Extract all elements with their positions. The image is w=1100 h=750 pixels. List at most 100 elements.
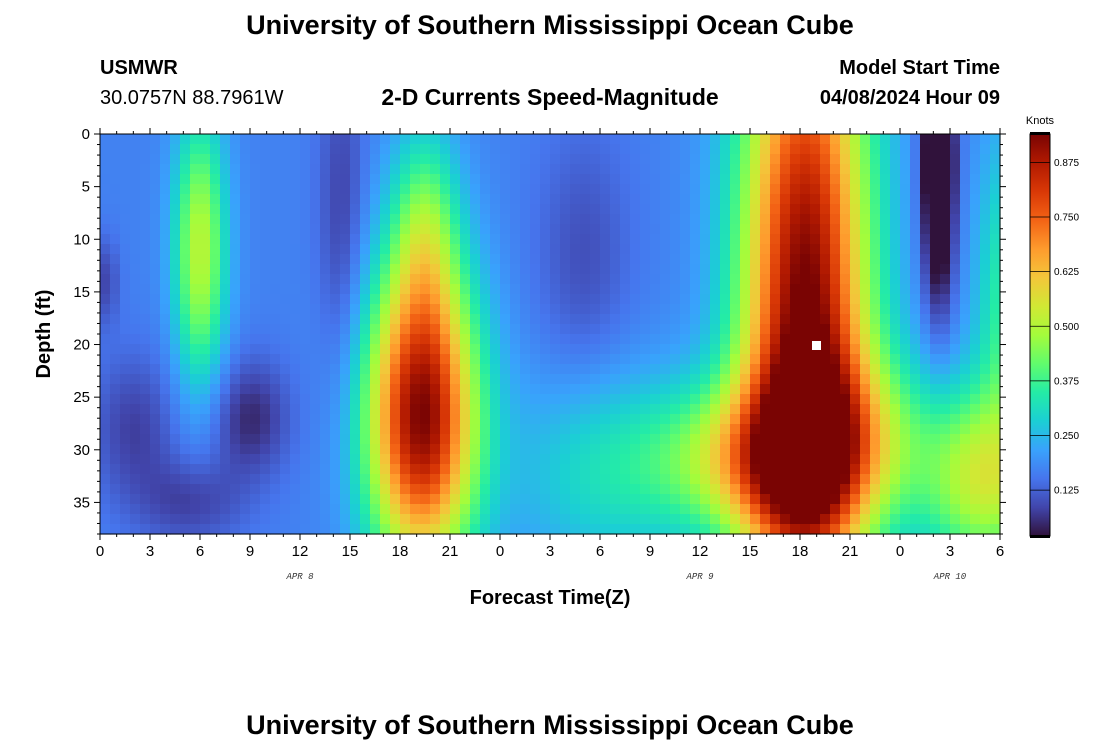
heatmap-cell [230, 264, 241, 275]
heatmap-cell [860, 164, 871, 175]
heatmap-cell [190, 314, 201, 325]
heatmap-cell [100, 154, 111, 165]
x-tick-label: 21 [442, 543, 459, 560]
heatmap-cell [550, 474, 561, 485]
heatmap-cell [910, 434, 921, 445]
heatmap-cell [400, 504, 411, 515]
heatmap-cell [130, 214, 141, 225]
heatmap-cell [820, 334, 831, 345]
heatmap-cell [170, 454, 181, 465]
heatmap-cell [380, 254, 391, 265]
heatmap-cell [950, 474, 961, 485]
heatmap-cell [550, 424, 561, 435]
heatmap-cell [610, 234, 621, 245]
heatmap-cell [650, 374, 661, 385]
heatmap-cell [180, 194, 191, 205]
heatmap-cell [440, 394, 451, 405]
heatmap-cell [600, 524, 611, 535]
heatmap-cell [290, 184, 301, 195]
heatmap-cell [300, 214, 311, 225]
heatmap-cell [760, 204, 771, 215]
heatmap-cell [540, 194, 551, 205]
heatmap-cell [840, 164, 851, 175]
heatmap-cell [360, 494, 371, 505]
heatmap-cell [890, 414, 901, 425]
heatmap-cell [880, 234, 891, 245]
heatmap-cell [560, 254, 571, 265]
heatmap-cell [940, 294, 951, 305]
heatmap-cell [450, 184, 461, 195]
heatmap-cell [530, 294, 541, 305]
heatmap-cell [210, 344, 221, 355]
heatmap-cell [790, 274, 801, 285]
heatmap-cell [540, 224, 551, 235]
heatmap-cell [880, 194, 891, 205]
heatmap-cell [890, 334, 901, 345]
heatmap-cell [100, 444, 111, 455]
heatmap-cell [470, 344, 481, 355]
heatmap-cell [550, 344, 561, 355]
heatmap-cell [980, 454, 991, 465]
heatmap-cell [280, 324, 291, 335]
heatmap-cell [670, 374, 681, 385]
heatmap-cell [270, 174, 281, 185]
heatmap-cell [860, 494, 871, 505]
heatmap-cell [860, 334, 871, 345]
heatmap-cell [170, 504, 181, 515]
heatmap-cell [460, 264, 471, 275]
heatmap-cell [300, 414, 311, 425]
heatmap-cell [510, 364, 521, 375]
heatmap-cell [880, 484, 891, 495]
heatmap-cell [280, 394, 291, 405]
chart-title: 2-D Currents Speed-Magnitude [381, 84, 719, 110]
heatmap-cell [820, 274, 831, 285]
heatmap-cell [680, 184, 691, 195]
heatmap-cell [690, 354, 701, 365]
heatmap-cell [640, 474, 651, 485]
heatmap-cell [700, 154, 711, 165]
heatmap-cell [750, 524, 761, 535]
heatmap-cell [870, 244, 881, 255]
heatmap-cell [560, 204, 571, 215]
heatmap-cell [940, 144, 951, 155]
heatmap-cell [510, 404, 521, 415]
heatmap-cell [160, 304, 171, 315]
heatmap-cell [150, 514, 161, 525]
heatmap-cell [300, 354, 311, 365]
heatmap-cell [840, 174, 851, 185]
heatmap-cell [370, 504, 381, 515]
heatmap-cell [740, 224, 751, 235]
heatmap-cell [320, 304, 331, 315]
heatmap-cell [520, 504, 531, 515]
heatmap-cell [970, 464, 981, 475]
heatmap-cell [470, 264, 481, 275]
heatmap-cell [780, 424, 791, 435]
heatmap-cell [170, 244, 181, 255]
heatmap-cell [270, 524, 281, 535]
heatmap-cell [780, 464, 791, 475]
heatmap-cell [910, 344, 921, 355]
heatmap-cell [310, 134, 321, 145]
heatmap-cell [510, 474, 521, 485]
heatmap-cell [780, 334, 791, 345]
heatmap-cell [810, 514, 821, 525]
heatmap-cell [910, 234, 921, 245]
heatmap-cell [770, 284, 781, 295]
heatmap-cell [310, 384, 321, 395]
heatmap-cell [340, 304, 351, 315]
heatmap-cell [430, 334, 441, 345]
heatmap-cell [730, 364, 741, 375]
heatmap-cell [450, 194, 461, 205]
heatmap-cell [310, 274, 321, 285]
heatmap-cell [440, 364, 451, 375]
heatmap-cell [380, 144, 391, 155]
heatmap-cell [840, 494, 851, 505]
heatmap-cell [180, 354, 191, 365]
heatmap-cell [460, 474, 471, 485]
heatmap-cell [900, 474, 911, 485]
heatmap-cell [410, 244, 421, 255]
heatmap-cell [840, 504, 851, 515]
heatmap-cell [430, 414, 441, 425]
heatmap-cell [590, 174, 601, 185]
